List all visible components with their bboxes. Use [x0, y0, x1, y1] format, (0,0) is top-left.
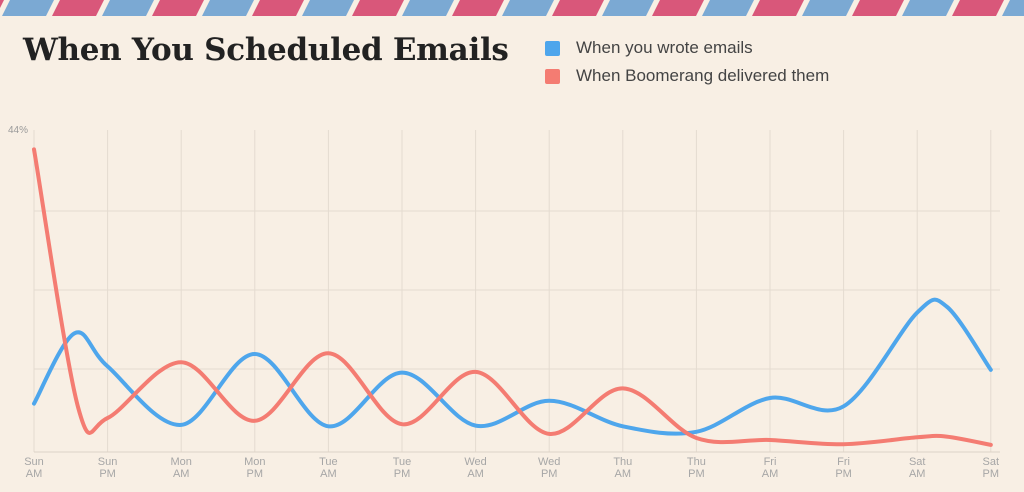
- blue-stripe: [2, 0, 54, 16]
- legend-swatch-wrote: [545, 40, 560, 56]
- series-line-wrote: [32, 297, 993, 436]
- blue-stripe: [502, 0, 554, 16]
- red-stripe: [752, 0, 804, 16]
- x-tick-label: Fri PM: [835, 456, 852, 480]
- airmail-stripe-border: [0, 0, 1024, 16]
- red-stripe: [52, 0, 104, 16]
- red-stripe: [0, 0, 4, 8]
- legend-item-delivered: When Boomerang delivered them: [545, 62, 829, 90]
- red-stripe: [352, 0, 404, 16]
- legend-item-wrote: When you wrote emails: [545, 34, 829, 62]
- y-axis-max-label: 44%: [8, 125, 28, 136]
- legend-label-wrote: When you wrote emails: [576, 38, 753, 57]
- legend: When you wrote emails When Boomerang del…: [545, 34, 829, 90]
- red-stripe: [852, 0, 904, 16]
- blue-stripe: [402, 0, 454, 16]
- blue-stripe: [302, 0, 354, 16]
- legend-label-delivered: When Boomerang delivered them: [576, 66, 830, 85]
- legend-swatch-delivered: [545, 68, 560, 84]
- x-tick-label: Fri AM: [762, 456, 779, 480]
- series-line-delivered: [32, 147, 993, 447]
- x-tick-label: Tue AM: [319, 456, 338, 480]
- red-stripe: [552, 0, 604, 16]
- blue-stripe: [102, 0, 154, 16]
- x-tick-label: Wed PM: [538, 456, 560, 480]
- blue-stripe: [902, 0, 954, 16]
- red-stripe: [652, 0, 704, 16]
- x-tick-label: Tue PM: [393, 456, 412, 480]
- x-tick-label: Thu PM: [687, 456, 706, 480]
- chart-title: When You Scheduled Emails: [23, 32, 509, 68]
- red-stripe: [152, 0, 204, 16]
- blue-stripe: [202, 0, 254, 16]
- x-tick-label: Sun AM: [24, 456, 44, 480]
- x-tick-label: Sat PM: [983, 456, 1000, 480]
- x-tick-label: Sat AM: [909, 456, 926, 480]
- x-tick-label: Thu AM: [613, 456, 632, 480]
- x-tick-label: Sun PM: [98, 456, 118, 480]
- red-stripe: [952, 0, 1004, 16]
- x-tick-label: Mon AM: [170, 456, 191, 480]
- blue-stripe: [1002, 0, 1024, 16]
- x-tick-label: Wed AM: [464, 456, 486, 480]
- x-tick-label: Mon PM: [244, 456, 265, 480]
- blue-stripe: [702, 0, 754, 16]
- red-stripe: [252, 0, 304, 16]
- red-stripe: [452, 0, 504, 16]
- blue-stripe: [602, 0, 654, 16]
- blue-stripe: [802, 0, 854, 16]
